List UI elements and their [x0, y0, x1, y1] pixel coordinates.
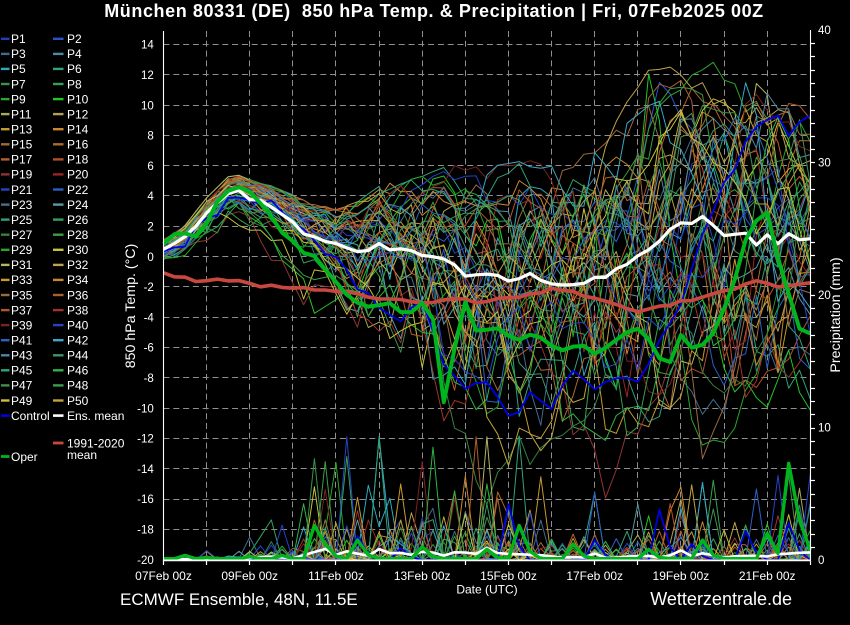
svg-text:P19: P19 [11, 168, 33, 182]
svg-text:P39: P39 [11, 318, 33, 332]
svg-text:P47: P47 [11, 379, 33, 393]
svg-text:P36: P36 [67, 288, 89, 302]
svg-text:P28: P28 [67, 228, 89, 242]
svg-text:P11: P11 [11, 107, 32, 121]
svg-text:P17: P17 [11, 153, 33, 167]
svg-text:P29: P29 [11, 243, 33, 257]
svg-text:P31: P31 [11, 258, 33, 272]
svg-text:P1: P1 [11, 32, 26, 46]
svg-text:P13: P13 [11, 123, 33, 137]
svg-text:P35: P35 [11, 288, 33, 302]
svg-text:40: 40 [818, 25, 831, 37]
svg-text:15Feb 00z: 15Feb 00z [480, 569, 537, 583]
svg-text:1991-2020: 1991-2020 [67, 437, 125, 451]
svg-text:mean: mean [67, 448, 97, 462]
svg-text:P38: P38 [67, 303, 89, 317]
svg-text:-10: -10 [137, 403, 154, 415]
svg-text:-14: -14 [137, 464, 154, 476]
svg-text:P10: P10 [67, 92, 89, 106]
svg-text:30: 30 [818, 158, 831, 170]
svg-text:P20: P20 [67, 168, 89, 182]
svg-text:P45: P45 [11, 364, 33, 378]
svg-text:P2: P2 [67, 32, 82, 46]
svg-text:P42: P42 [67, 334, 89, 348]
svg-text:-16: -16 [137, 494, 154, 506]
svg-text:11Feb 00z: 11Feb 00z [308, 569, 364, 583]
svg-text:P15: P15 [11, 138, 33, 152]
svg-text:10: 10 [141, 100, 154, 112]
svg-text:Date (UTC): Date (UTC) [456, 583, 517, 597]
svg-text:P12: P12 [67, 107, 89, 121]
svg-text:Oper: Oper [11, 450, 38, 464]
svg-text:P30: P30 [67, 243, 89, 257]
svg-text:P7: P7 [11, 77, 26, 91]
svg-text:2: 2 [147, 222, 153, 234]
svg-text:850 hPa Temp. (°C): 850 hPa Temp. (°C) [123, 244, 139, 369]
svg-text:19Feb 00z: 19Feb 00z [653, 569, 710, 583]
svg-text:P34: P34 [67, 273, 89, 287]
svg-text:P44: P44 [67, 349, 89, 363]
svg-text:ECMWF Ensemble, 48N, 11.5E: ECMWF Ensemble, 48N, 11.5E [120, 590, 358, 609]
svg-text:P50: P50 [67, 394, 89, 408]
svg-text:P37: P37 [11, 303, 33, 317]
svg-text:P48: P48 [67, 379, 89, 393]
svg-text:12: 12 [141, 70, 154, 82]
svg-text:P41: P41 [11, 334, 33, 348]
svg-text:-8: -8 [144, 373, 154, 385]
svg-text:P14: P14 [67, 123, 89, 137]
svg-text:P8: P8 [67, 77, 82, 91]
svg-text:P25: P25 [11, 213, 33, 227]
svg-text:8: 8 [147, 131, 153, 143]
svg-text:6: 6 [147, 161, 153, 173]
svg-text:07Feb 00z: 07Feb 00z [135, 569, 192, 583]
svg-text:Ens. mean: Ens. mean [67, 409, 124, 423]
svg-text:P24: P24 [67, 198, 89, 212]
svg-text:0: 0 [818, 555, 824, 567]
svg-text:20: 20 [818, 290, 831, 302]
svg-text:Precipitation (mm): Precipitation (mm) [828, 257, 844, 372]
svg-text:P18: P18 [67, 153, 89, 167]
svg-text:P9: P9 [11, 92, 26, 106]
svg-text:P49: P49 [11, 394, 33, 408]
svg-text:Wetterzentrale.de: Wetterzentrale.de [650, 589, 792, 609]
svg-text:P26: P26 [67, 213, 89, 227]
svg-text:P40: P40 [67, 318, 89, 332]
svg-text:P46: P46 [67, 364, 89, 378]
svg-text:4: 4 [147, 191, 154, 203]
svg-text:P6: P6 [67, 62, 82, 76]
svg-text:-18: -18 [137, 525, 154, 537]
svg-text:10: 10 [818, 423, 831, 435]
svg-text:0: 0 [147, 252, 153, 264]
svg-text:-6: -6 [144, 343, 154, 355]
svg-text:P23: P23 [11, 198, 33, 212]
svg-text:-2: -2 [144, 282, 154, 294]
svg-text:P4: P4 [67, 47, 82, 61]
svg-text:P22: P22 [67, 183, 89, 197]
svg-text:-4: -4 [144, 312, 155, 324]
svg-text:-12: -12 [137, 434, 154, 446]
svg-text:P5: P5 [11, 62, 26, 76]
svg-text:09Feb 00z: 09Feb 00z [221, 569, 278, 583]
svg-text:P27: P27 [11, 228, 33, 242]
svg-text:21Feb 00z: 21Feb 00z [739, 569, 796, 583]
svg-text:P32: P32 [67, 258, 89, 272]
svg-text:P43: P43 [11, 349, 33, 363]
svg-text:13Feb 00z: 13Feb 00z [394, 569, 451, 583]
svg-text:14: 14 [141, 40, 154, 52]
svg-text:P3: P3 [11, 47, 26, 61]
svg-text:P16: P16 [67, 138, 89, 152]
svg-text:München 80331 (DE) 850 hPa Te: München 80331 (DE) 850 hPa Temp. & Preci… [104, 1, 764, 21]
svg-text:Control: Control [11, 409, 50, 423]
svg-text:-20: -20 [137, 555, 154, 567]
svg-text:17Feb 00z: 17Feb 00z [566, 569, 623, 583]
svg-text:P33: P33 [11, 273, 33, 287]
svg-text:P21: P21 [11, 183, 33, 197]
